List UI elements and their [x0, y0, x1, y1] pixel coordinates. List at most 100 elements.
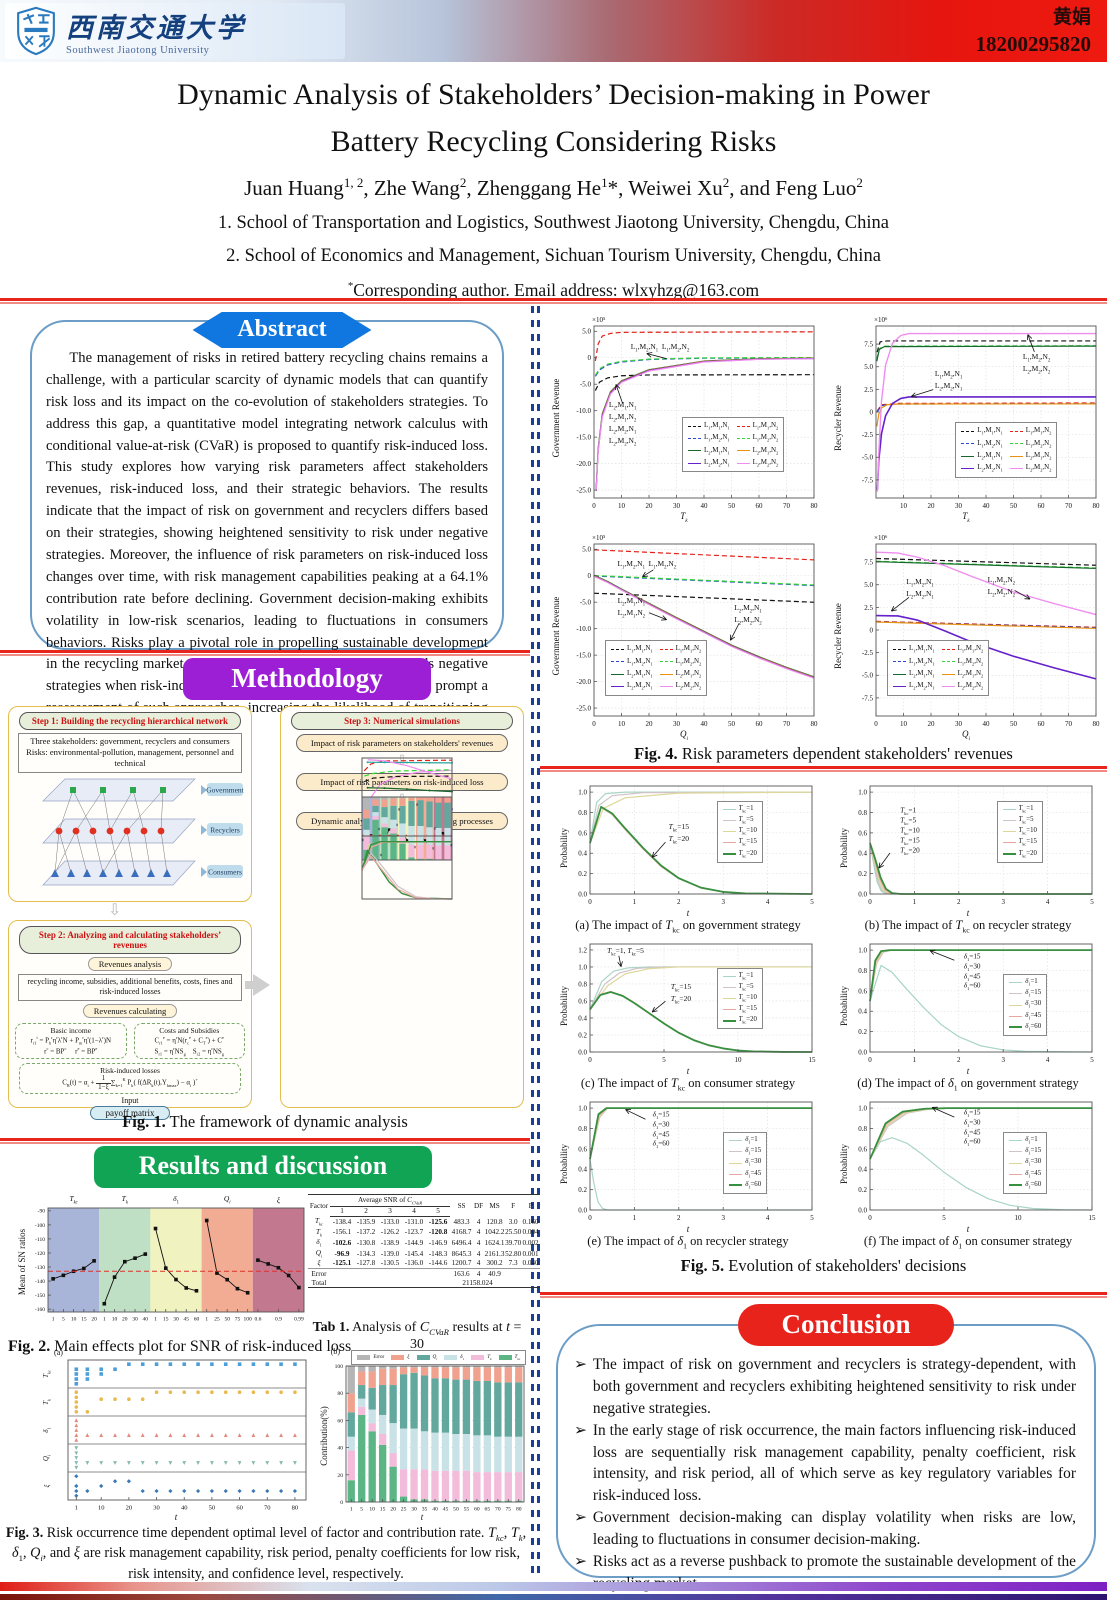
svg-text:0.0: 0.0 — [858, 890, 867, 898]
svg-text:0.6: 0.6 — [858, 1145, 867, 1153]
svg-text:-5.0: -5.0 — [580, 381, 592, 389]
svg-text:5: 5 — [1090, 898, 1094, 906]
chart-legend: Tkc=1 Tkc=5 Tkc=10 Tkc=15 Tkc=20 — [716, 967, 763, 1030]
chart-annotation: ξ — [276, 1195, 280, 1205]
figure-5f-subcaption: (f) The impact of δ1 on consumer strateg… — [863, 1234, 1073, 1251]
x-axis-label: t — [686, 1224, 690, 1234]
svg-text:-5.0: -5.0 — [862, 454, 874, 462]
svg-text:40: 40 — [701, 502, 709, 510]
svg-text:×10⁵: ×10⁵ — [592, 316, 606, 324]
svg-text:10: 10 — [900, 502, 908, 510]
figure-5b-subcaption: (b) The impact of Tkc on recycler strate… — [864, 918, 1072, 935]
svg-text:70: 70 — [495, 1507, 501, 1513]
y-axis-label: Recycler Revenue — [833, 385, 843, 451]
figure-3a-optimal-levels: 1 10 20 30 40 50 60 70 80 (a) Tkc Tk δ1 Qi ξ t — [42, 1348, 310, 1522]
svg-text:-90: -90 — [38, 1209, 46, 1215]
svg-text:5: 5 — [62, 1317, 65, 1323]
svg-text:1.0: 1.0 — [858, 947, 867, 955]
svg-text:7.5: 7.5 — [864, 341, 873, 349]
abstract-box: The management of risks in retired batte… — [30, 320, 504, 738]
svg-text:0.0: 0.0 — [858, 1206, 867, 1214]
svg-text:-15.0: -15.0 — [576, 652, 591, 660]
chart-annotation: (a) — [54, 1348, 63, 1358]
y-axis-label: Probability — [839, 1144, 849, 1184]
flow-arrow-down-icon: ⇩ — [396, 754, 408, 769]
chart-legend: L1,M1,N1 L1,M1,N2 L1,M2,N1 L1,M2,N2 L2,M1,N1… — [887, 640, 990, 696]
svg-text:10: 10 — [1015, 1214, 1023, 1222]
svg-text:80: 80 — [1093, 720, 1101, 728]
figure-5d: 0 1 2 3 4 5 0.0 0.2 0.4 0.6 0.8 1.0 δ1=15 δ1=30 δ1=45 δ… — [836, 936, 1100, 1076]
svg-text:35: 35 — [422, 1507, 428, 1513]
figure-4d-recycler-revenue-qi: 0 10 20 30 40 50 60 70 80 7.5 5.0 2.5 0 -2.5 -5.0 -7.5 ×… — [830, 530, 1102, 742]
svg-text:30: 30 — [673, 502, 681, 510]
basic-income-box: Basic income rr1t = PbrηrλrN + Pmrηr(1−λ… — [15, 1022, 127, 1060]
x-axis-label: t — [420, 1512, 424, 1522]
figure-5e-subcaption: (e) The impact of δ1 on recycler strateg… — [587, 1234, 789, 1251]
figure-2-main-effects-plot: 1 5 10 15 20 1 10 20 30 40 1 15 30 45 60 1 25 50 75 100 0.6 0… — [14, 1194, 308, 1330]
svg-text:50: 50 — [209, 1505, 216, 1512]
svg-text:2.5: 2.5 — [864, 386, 873, 394]
svg-text:3: 3 — [721, 1214, 725, 1222]
svg-text:0: 0 — [588, 898, 592, 906]
step1-info: Three stakeholders: government, recycler… — [18, 733, 242, 773]
chart-annotation: L1,M2,N1 L1,M2,N2 — [617, 558, 677, 571]
svg-text:3: 3 — [1001, 898, 1005, 906]
university-shield-icon — [17, 6, 55, 56]
svg-text:7.5: 7.5 — [864, 559, 873, 567]
figure-5-caption: Fig. 5. Evolution of stakeholders' decis… — [680, 1256, 967, 1275]
svg-text:1.2: 1.2 — [578, 946, 587, 954]
svg-text:0.8: 0.8 — [858, 1125, 867, 1133]
svg-text:5.0: 5.0 — [864, 581, 873, 589]
chart-annotation: L2,M1,N1 L2,M1,N2 — [617, 595, 646, 620]
svg-text:10: 10 — [618, 720, 626, 728]
chart-annotation: L1,M2,N1 L1,M2,N2 — [630, 342, 690, 354]
chart-legend: L1,M1,N1 L1,M1,N2 L1,M2,N1 L1,M2,N2 L2,M1,N1… — [682, 417, 785, 473]
y-axis-label: Recycler Revenue — [833, 603, 843, 669]
y-axis-label: Mean of SN ratios — [17, 1228, 27, 1296]
svg-text:80: 80 — [811, 502, 819, 510]
svg-text:1.0: 1.0 — [578, 963, 587, 971]
svg-text:-5.0: -5.0 — [862, 672, 874, 680]
figure-5a: 0 1 2 3 4 5 0.0 0.2 0.4 0.6 0.8 1.0 Tkc=15 Tkc=20 Tkc=… — [556, 778, 820, 918]
thumbnail-loss-chart-2 — [349, 793, 455, 869]
svg-text:15: 15 — [380, 1507, 386, 1513]
svg-text:75: 75 — [235, 1317, 241, 1323]
svg-text:1: 1 — [205, 1317, 208, 1323]
svg-text:20: 20 — [91, 1317, 97, 1323]
figure-4-caption: Fig. 4. Risk parameters dependent stakeh… — [634, 744, 1013, 763]
svg-text:1.0: 1.0 — [578, 1105, 587, 1113]
step3-title: Step 3: Numerical simulations — [290, 712, 514, 730]
svg-text:-25.0: -25.0 — [576, 487, 591, 495]
svg-text:4: 4 — [766, 1214, 770, 1222]
svg-text:20: 20 — [646, 502, 654, 510]
poster-title: Dynamic Analysis of Stakeholders’ Decisi… — [177, 78, 930, 158]
svg-text:10: 10 — [900, 720, 908, 728]
chart-annotation: Tkc=1, Tkc=5 — [607, 945, 644, 958]
chart-annotation: Tkc=15 Tkc=20 — [670, 981, 692, 1006]
corresponding-author: *Corresponding author. Email address: wl… — [347, 280, 760, 300]
svg-text:-10.0: -10.0 — [576, 625, 591, 633]
svg-text:0.2: 0.2 — [578, 1186, 587, 1194]
svg-text:0.2: 0.2 — [858, 1186, 867, 1194]
svg-text:75: 75 — [505, 1507, 511, 1513]
y-axis-label: Probability — [559, 828, 569, 868]
svg-text:10: 10 — [369, 1507, 375, 1513]
svg-text:×10⁶: ×10⁶ — [874, 316, 888, 324]
svg-text:5: 5 — [1090, 1056, 1094, 1064]
svg-text:10: 10 — [735, 1056, 743, 1064]
svg-text:65: 65 — [485, 1507, 491, 1513]
svg-text:15: 15 — [81, 1317, 87, 1323]
methodology-header: Methodology — [183, 658, 431, 700]
svg-text:-150: -150 — [35, 1293, 45, 1299]
x-axis-label: Tk — [680, 511, 688, 524]
svg-text:40: 40 — [983, 720, 991, 728]
svg-text:80: 80 — [811, 720, 819, 728]
layer-recyclers-label: Recyclers — [210, 825, 240, 834]
y-axis-label: Government Revenue — [551, 596, 561, 676]
svg-text:5.0: 5.0 — [582, 328, 591, 336]
step3-box: Step 3: Numerical simulations Impact of … — [280, 706, 524, 1108]
figure-5c-subcaption: (c) The impact of Tkc on consumer strate… — [580, 1076, 796, 1093]
chart-legend: Error ξ Qi δ1 Tk Tkc — [351, 1349, 527, 1365]
svg-text:70: 70 — [1065, 502, 1073, 510]
svg-text:40: 40 — [701, 720, 709, 728]
